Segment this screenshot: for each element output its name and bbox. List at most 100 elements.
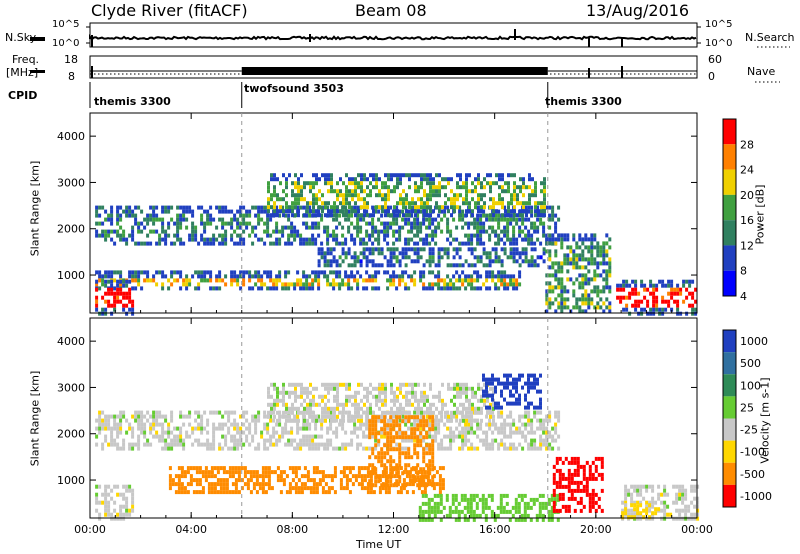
velocity-pixel [240, 486, 244, 491]
velocity-pixel [140, 414, 144, 419]
velocity-pixel [354, 406, 357, 411]
velocity-pixel [582, 468, 586, 473]
power-pixel [107, 270, 111, 275]
velocity-pixel [449, 426, 453, 431]
power-pixel [371, 221, 375, 226]
velocity-pixel [299, 446, 303, 451]
power-pixel [494, 233, 498, 238]
power-pixel [596, 261, 600, 266]
velocity-pixel [366, 390, 369, 395]
power-pixel [356, 282, 360, 287]
velocity-pixel [182, 446, 186, 451]
velocity-pixel [410, 467, 414, 472]
velocity-pixel [267, 390, 270, 395]
power-pixel [407, 274, 411, 279]
velocity-pixel [398, 435, 402, 440]
power-pixel [554, 261, 558, 266]
velocity-pixel [288, 490, 292, 495]
power-pixel [314, 221, 318, 226]
power-pixel [602, 309, 606, 314]
power-pixel [335, 241, 339, 246]
power-pixel [315, 193, 318, 198]
velocity-pixel [633, 488, 637, 493]
power-pixel [98, 233, 102, 238]
velocity-pixel [506, 422, 510, 427]
velocity-pixel [294, 486, 298, 491]
velocity-pixel [533, 430, 537, 435]
velocity-pixel [451, 493, 455, 498]
power-pixel [423, 189, 426, 194]
power-pixel [389, 278, 393, 283]
velocity-pixel [527, 385, 530, 390]
power-pixel [324, 205, 327, 210]
velocity-pixel [459, 390, 462, 395]
velocity-pixel [421, 513, 425, 518]
power-pixel [512, 282, 516, 287]
velocity-pixel [236, 430, 240, 435]
velocity-pixel [333, 398, 336, 403]
velocity-pixel [494, 405, 497, 410]
power-pixel [374, 286, 378, 291]
velocity-pixel [491, 397, 494, 402]
velocity-pixel [362, 446, 366, 451]
velocity-pixel [191, 426, 195, 431]
velocity-pixel [455, 410, 459, 415]
velocity-pixel [168, 466, 172, 471]
power-pixel [299, 233, 303, 238]
power-pixel [335, 225, 339, 230]
power-pixel [242, 278, 246, 283]
power-pixel [327, 201, 330, 206]
power-pixel [537, 213, 540, 218]
velocity-pixel [128, 446, 132, 451]
velocity-pixel [541, 493, 545, 498]
power-pixel [464, 274, 468, 279]
power-pixel [524, 259, 528, 264]
power-pixel [464, 286, 468, 291]
velocity-pixel [567, 484, 571, 489]
power-pixel [363, 173, 366, 178]
power-pixel [423, 201, 426, 206]
velocity-pixel [221, 426, 225, 431]
power-pixel [524, 255, 528, 260]
velocity-pixel [539, 373, 542, 378]
velocity-pixel [398, 451, 402, 456]
velocity-pixel [527, 405, 530, 410]
power-pixel [503, 217, 507, 222]
power-pixel [372, 185, 375, 190]
velocity-pixel [485, 389, 488, 394]
power-pixel [602, 253, 606, 258]
velocity-pixel [552, 488, 556, 493]
velocity-pixel [300, 490, 304, 495]
power-pixel [326, 274, 330, 279]
velocity-pixel [255, 490, 259, 495]
velocity-pixel [324, 418, 327, 423]
power-pixel [368, 247, 372, 252]
velocity-pixel [512, 422, 516, 427]
power-pixel [399, 181, 402, 186]
velocity-pixel [143, 422, 147, 427]
power-pixel [345, 209, 348, 214]
velocity-pixel [509, 430, 513, 435]
velocity-pixel [345, 382, 348, 387]
power-pixel [453, 205, 456, 210]
power-pixel [602, 241, 606, 246]
velocity-pixel [294, 466, 298, 471]
velocity-pixel [438, 390, 441, 395]
velocity-pixel [183, 470, 187, 475]
velocity-pixel [227, 430, 231, 435]
velocity-pixel [110, 414, 114, 419]
velocity-pixel [399, 466, 403, 471]
velocity-pixel [399, 402, 402, 407]
velocity-pixel [527, 373, 530, 378]
power-pixel [446, 263, 450, 268]
power-pixel [381, 197, 384, 202]
power-pixel [575, 301, 579, 306]
power-pixel [489, 181, 492, 186]
power-pixel [308, 282, 312, 287]
power-pixel [110, 213, 114, 218]
velocity-pixel [366, 406, 369, 411]
power-pixel [512, 286, 516, 291]
velocity-pixel [417, 402, 420, 407]
velocity-pixel [242, 414, 246, 419]
velocity-pixel [269, 442, 273, 447]
